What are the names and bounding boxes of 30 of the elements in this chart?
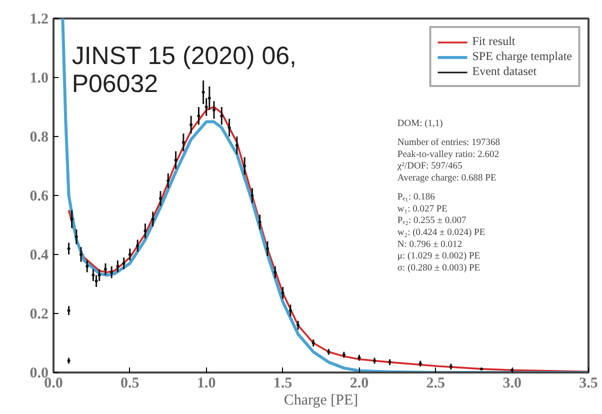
annotation: Pₑ₁: 0.186 [397,192,436,203]
y-tick-label: 0.8 [30,130,48,146]
legend-label: Fit result [472,34,516,49]
annotation: N: 0.796 ± 0.012 [397,240,462,250]
annotation: DOM: (1,1) [397,118,443,129]
x-tick-label: 2.0 [350,376,369,392]
annotation: Number of entries: 197368 [397,138,500,148]
x-axis-title: Charge [PE] [284,392,358,408]
legend-label: Event dataset [472,64,537,79]
x-tick-label: 0.5 [120,376,140,392]
y-tick-label: 0.6 [30,188,49,204]
x-tick-label: 2.5 [426,376,446,392]
y-tick-label: 1.2 [30,12,48,28]
y-tick-label: 1.0 [30,70,48,86]
annotation: w₂: (0.424 ± 0.024) PE [397,228,486,238]
x-tick-label: 3.0 [502,376,522,392]
annotation: Pₑ₂: 0.255 ± 0.007 [397,216,466,226]
annotation: μ: (1.029 ± 0.002) PE [397,252,480,262]
x-tick-label: 1.0 [196,376,216,392]
annotation: Average charge: 0.688 PE [397,173,496,184]
annotation: JINST 15 (2020) 06, P06032 [72,42,297,98]
x-tick-label: 3.5 [579,376,598,392]
x-tick-label: 1.5 [273,376,292,392]
annotation: σ: (0.280 ± 0.003) PE [397,263,480,274]
legend-label: SPE charge template [472,49,572,64]
annotation: Peak-to-valley ratio: 2.602 [397,150,500,160]
annotation: χ²/DOF: 597/465 [396,162,463,172]
annotation: w₁: 0.027 PE [397,204,448,214]
y-tick-label: 0.4 [30,248,49,264]
y-tick-label: 0.2 [30,306,48,322]
